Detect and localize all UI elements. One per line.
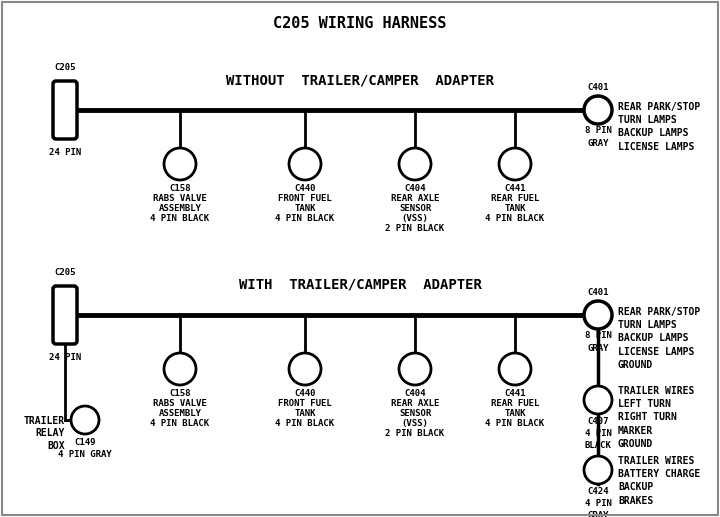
Text: C158: C158 xyxy=(169,389,191,398)
Text: 4 PIN BLACK: 4 PIN BLACK xyxy=(485,214,544,223)
Text: C205 WIRING HARNESS: C205 WIRING HARNESS xyxy=(274,16,446,31)
Text: ASSEMBLY: ASSEMBLY xyxy=(158,204,202,213)
Circle shape xyxy=(584,456,612,484)
Text: 4 PIN BLACK: 4 PIN BLACK xyxy=(485,419,544,428)
Text: WITHOUT  TRAILER/CAMPER  ADAPTER: WITHOUT TRAILER/CAMPER ADAPTER xyxy=(226,73,494,87)
Text: TANK: TANK xyxy=(294,409,316,418)
Text: C205: C205 xyxy=(54,268,76,277)
Text: REAR AXLE: REAR AXLE xyxy=(391,194,439,203)
Circle shape xyxy=(499,353,531,385)
Text: REAR FUEL: REAR FUEL xyxy=(491,399,539,408)
Text: C440: C440 xyxy=(294,184,316,193)
Text: 4 PIN GRAY: 4 PIN GRAY xyxy=(58,450,112,459)
Text: 24 PIN: 24 PIN xyxy=(49,148,81,157)
Text: TRAILER WIRES
LEFT TURN
RIGHT TURN
MARKER
GROUND: TRAILER WIRES LEFT TURN RIGHT TURN MARKE… xyxy=(618,386,694,449)
Circle shape xyxy=(584,301,612,329)
Text: 4 PIN BLACK: 4 PIN BLACK xyxy=(150,419,210,428)
Circle shape xyxy=(289,148,321,180)
Text: 4 PIN: 4 PIN xyxy=(585,499,611,508)
Text: C404: C404 xyxy=(404,184,426,193)
Text: FRONT FUEL: FRONT FUEL xyxy=(278,399,332,408)
Text: 2 PIN BLACK: 2 PIN BLACK xyxy=(385,224,444,233)
Text: C407: C407 xyxy=(588,417,608,426)
Text: 2 PIN BLACK: 2 PIN BLACK xyxy=(385,429,444,438)
Text: TANK: TANK xyxy=(504,409,526,418)
Text: RABS VALVE: RABS VALVE xyxy=(153,194,207,203)
Text: GRAY: GRAY xyxy=(588,344,608,353)
Text: C205: C205 xyxy=(54,63,76,72)
Text: 8 PIN: 8 PIN xyxy=(585,331,611,340)
Text: 4 PIN BLACK: 4 PIN BLACK xyxy=(150,214,210,223)
Text: SENSOR: SENSOR xyxy=(399,409,431,418)
Text: FRONT FUEL: FRONT FUEL xyxy=(278,194,332,203)
Circle shape xyxy=(71,406,99,434)
Text: 4 PIN BLACK: 4 PIN BLACK xyxy=(276,214,335,223)
Text: REAR PARK/STOP
TURN LAMPS
BACKUP LAMPS
LICENSE LAMPS: REAR PARK/STOP TURN LAMPS BACKUP LAMPS L… xyxy=(618,102,701,151)
Text: C441: C441 xyxy=(504,389,526,398)
Text: C441: C441 xyxy=(504,184,526,193)
Text: TRAILER WIRES
BATTERY CHARGE
BACKUP
BRAKES: TRAILER WIRES BATTERY CHARGE BACKUP BRAK… xyxy=(618,456,701,506)
Text: C401: C401 xyxy=(588,83,608,92)
Text: REAR FUEL: REAR FUEL xyxy=(491,194,539,203)
Circle shape xyxy=(584,386,612,414)
Text: REAR PARK/STOP
TURN LAMPS
BACKUP LAMPS
LICENSE LAMPS
GROUND: REAR PARK/STOP TURN LAMPS BACKUP LAMPS L… xyxy=(618,307,701,370)
Circle shape xyxy=(499,148,531,180)
Text: 24 PIN: 24 PIN xyxy=(49,353,81,362)
FancyBboxPatch shape xyxy=(53,286,77,344)
Text: WITH  TRAILER/CAMPER  ADAPTER: WITH TRAILER/CAMPER ADAPTER xyxy=(238,278,482,292)
Circle shape xyxy=(164,148,196,180)
Text: 4 PIN BLACK: 4 PIN BLACK xyxy=(276,419,335,428)
Text: C424: C424 xyxy=(588,487,608,496)
Text: 4 PIN: 4 PIN xyxy=(585,429,611,438)
Text: (VSS): (VSS) xyxy=(402,214,428,223)
Text: BLACK: BLACK xyxy=(585,441,611,450)
Text: GRAY: GRAY xyxy=(588,139,608,148)
Text: C440: C440 xyxy=(294,389,316,398)
Text: ASSEMBLY: ASSEMBLY xyxy=(158,409,202,418)
Circle shape xyxy=(399,353,431,385)
Text: TANK: TANK xyxy=(504,204,526,213)
Text: (VSS): (VSS) xyxy=(402,419,428,428)
Text: REAR AXLE: REAR AXLE xyxy=(391,399,439,408)
Text: TRAILER
RELAY
BOX: TRAILER RELAY BOX xyxy=(24,416,65,451)
Circle shape xyxy=(164,353,196,385)
Text: C404: C404 xyxy=(404,389,426,398)
Text: RABS VALVE: RABS VALVE xyxy=(153,399,207,408)
Text: C158: C158 xyxy=(169,184,191,193)
Circle shape xyxy=(289,353,321,385)
Circle shape xyxy=(399,148,431,180)
Text: GRAY: GRAY xyxy=(588,511,608,517)
FancyBboxPatch shape xyxy=(53,81,77,139)
Text: SENSOR: SENSOR xyxy=(399,204,431,213)
Text: C401: C401 xyxy=(588,288,608,297)
Text: 8 PIN: 8 PIN xyxy=(585,126,611,135)
Circle shape xyxy=(584,96,612,124)
Text: TANK: TANK xyxy=(294,204,316,213)
Text: C149: C149 xyxy=(74,438,96,447)
